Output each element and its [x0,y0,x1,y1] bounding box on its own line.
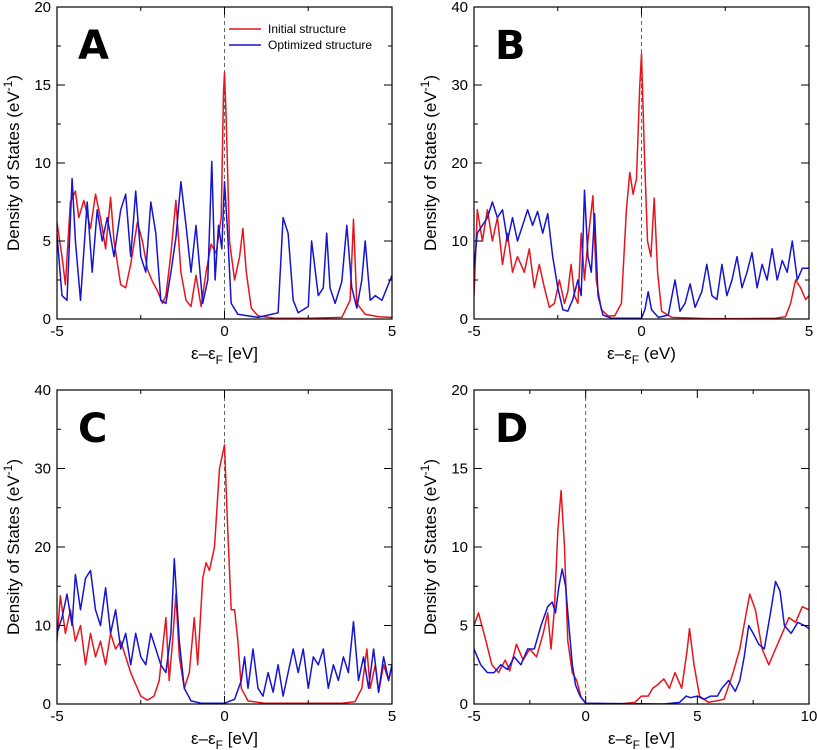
y-tick-label: 5 [43,233,51,250]
y-tick-label: 5 [460,618,468,635]
y-axis-label-main: Density of States (eV [4,91,23,251]
y-axis-label-sup: -1 [1,464,15,475]
y-axis-label: Density of States (eV-1) [418,459,440,635]
x-tick-label: 10 [801,708,817,725]
x-axis-label-sub: F [633,738,640,750]
y-axis-label: Density of States (eV-1) [418,75,440,251]
y-tick-label: 15 [34,77,51,94]
y-tick-label: 30 [34,461,51,478]
x-axis-label: ε–εF (eV) [607,344,676,367]
y-tick-label: 10 [34,618,51,635]
y-tick-label: 40 [34,382,51,399]
y-axis-label-main: Density of States (eV [421,475,440,635]
x-axis-label-unit: [eV] [223,729,258,748]
y-axis-label-sup: -1 [418,464,432,475]
x-tick-label: -5 [467,708,480,725]
panel-letter: B [495,23,526,69]
optimized-structure-line [57,558,392,704]
panel-letter: A [78,23,109,69]
x-axis-label-unit: [eV] [223,344,258,363]
y-axis-label-end: ) [421,75,440,81]
y-axis-label-main: Density of States (eV [4,475,23,635]
initial-structure-line [474,489,809,704]
y-axis-label-sup: -1 [418,80,432,91]
y-tick-label: 20 [34,0,51,16]
x-axis-label-main: ε–ε [607,344,632,363]
y-tick-label: 20 [451,382,468,399]
y-axis-label-end: ) [4,459,23,465]
x-axis-label-sub: F [216,353,223,367]
legend: Initial structure Optimized structure [229,22,372,52]
x-tick-label: -5 [467,323,480,340]
y-axis-label: Density of States (eV-1) [1,75,23,251]
x-axis-label: ε–εF [eV] [191,729,258,750]
x-tick-label: 5 [388,708,396,725]
y-tick-label: 0 [43,311,51,328]
x-axis-label-unit: [eV] [640,729,675,748]
x-tick-label: 0 [220,708,228,725]
optimized-structure-line [57,160,392,319]
y-tick-label: 10 [451,233,468,250]
x-axis-label-main: ε–ε [608,729,633,748]
initial-structure-line [474,53,809,319]
x-tick-label: 5 [388,323,396,340]
y-axis-label: Density of States (eV-1) [1,459,23,635]
x-axis-label-main: ε–ε [191,344,216,363]
x-axis-label-sub: F [216,738,223,750]
y-axis-label-end: ) [421,459,440,465]
x-tick-label: 0 [220,323,228,340]
y-tick-label: 15 [451,461,468,478]
panel-letter: D [495,406,528,452]
x-axis-label-main: ε–ε [191,729,216,748]
y-tick-label: 20 [34,539,51,556]
y-tick-label: 40 [451,0,468,16]
optimized-structure-line [474,189,809,319]
legend-label: Initial structure [268,22,346,36]
x-axis-label: ε–εF [eV] [608,729,675,750]
x-tick-label: 0 [637,323,645,340]
y-tick-label: 0 [43,696,51,713]
y-axis-label-main: Density of States (eV [421,91,440,251]
x-axis-label-unit: (eV) [639,344,676,363]
y-tick-label: 0 [460,311,468,328]
x-tick-label: 5 [693,708,701,725]
x-tick-label: 0 [581,708,589,725]
x-tick-label: 5 [805,323,813,340]
x-tick-label: -5 [50,708,63,725]
legend-label: Optimized structure [268,38,372,52]
y-tick-label: 20 [451,155,468,172]
x-axis-label: ε–εF [eV] [191,344,258,367]
y-tick-label: 30 [451,77,468,94]
y-tick-label: 10 [34,155,51,172]
y-tick-label: 10 [451,539,468,556]
x-tick-label: -5 [50,323,63,340]
y-axis-label-sup: -1 [1,80,15,91]
y-axis-label-end: ) [4,75,23,81]
panel-letter: C [78,406,107,452]
optimized-structure-line [474,568,809,704]
y-tick-label: 0 [460,696,468,713]
x-axis-label-sub: F [632,353,639,367]
